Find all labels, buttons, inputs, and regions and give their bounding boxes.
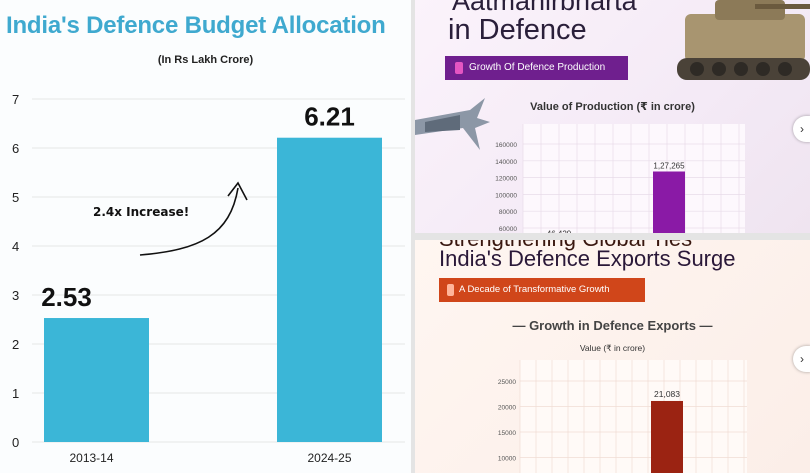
chart-title: India's Defence Budget Allocation (6, 12, 386, 39)
plot-area (520, 360, 747, 473)
tank-illustration (677, 0, 810, 80)
increase-annotation: 2.4x Increase! (93, 205, 190, 219)
annotation-arrow (139, 187, 239, 256)
y-tick-label: 60000 (499, 226, 517, 233)
y-tick-label: 1 (12, 386, 19, 401)
y-tick-label: 5 (12, 190, 19, 205)
exports-bar-chart: 25000 20000 15000 10000 21,083 (498, 360, 747, 473)
data-label: 46,429 (547, 229, 572, 233)
chart-subtitle: (In Rs Lakh Crore) (157, 54, 254, 66)
bar (653, 171, 685, 233)
plot-area (523, 124, 745, 233)
y-tick-label: 20000 (498, 405, 516, 412)
data-label: 1,27,265 (653, 161, 685, 170)
y-tick-label: 3 (12, 288, 19, 303)
budget-allocation-panel: India's Defence Budget Allocation (In Rs… (6, 12, 405, 465)
panel-title: in Defence (448, 14, 587, 46)
y-tick-label: 15000 (498, 430, 516, 437)
data-label: 21,083 (654, 389, 680, 399)
production-chart-title: Value of Production (₹ in crore) (530, 101, 695, 113)
panel-title-top: Strengthening Global Ties (439, 240, 692, 252)
divider-horizontal (415, 233, 810, 240)
next-arrow-button[interactable]: › (793, 116, 810, 142)
y-tick-label: 2 (12, 337, 19, 352)
annotation-arrowhead (227, 181, 248, 201)
bar (277, 137, 382, 442)
y-tick-label: 0 (12, 435, 19, 450)
x-tick-label: 2024-25 (307, 451, 351, 465)
badge-icon (447, 284, 454, 296)
y-tick-label: 100000 (495, 192, 517, 199)
budget-bar-chart: 0 1 2 3 4 5 6 7 2.53 2013-14 6.21 2024-25 (12, 92, 405, 465)
y-tick-label: 160000 (495, 142, 517, 149)
y-tick-label: 4 (12, 239, 19, 254)
defence-exports-panel: Strengthening Global Ties India's Defenc… (415, 240, 810, 473)
panel-title: India's Defence Exports Surge (439, 246, 736, 271)
badge-label: A Decade of Transformative Growth (459, 284, 610, 295)
data-label: 6.21 (304, 102, 355, 132)
x-tick-label: 2013-14 (69, 451, 113, 465)
exports-chart-title: — Growth in Defence Exports — (512, 318, 713, 333)
y-tick-label: 25000 (498, 379, 516, 386)
badge-icon (455, 62, 463, 74)
y-tick-label: 7 (12, 92, 19, 107)
badge-label: Growth Of Defence Production (469, 62, 606, 73)
bar (651, 400, 683, 473)
data-label: 2.53 (41, 282, 92, 312)
panel-title-top: Aatmanirbharta (452, 0, 637, 16)
next-arrow-button[interactable]: › (793, 346, 810, 372)
production-badge: Growth Of Defence Production (445, 56, 628, 80)
fighter-jet-illustration (415, 98, 490, 150)
bar (44, 318, 149, 442)
y-tick-label: 140000 (495, 159, 517, 166)
exports-unit-label: Value (₹ in crore) (579, 343, 646, 353)
defence-production-panel: Aatmanirbharta in Defence Growth Of Defe… (415, 0, 810, 233)
production-bar-chart: 160000 140000 120000 100000 80000 60000 46,429… (495, 124, 745, 233)
y-tick-label: 6 (12, 141, 19, 156)
exports-badge: A Decade of Transformative Growth (439, 278, 645, 302)
divider-vertical (411, 0, 415, 473)
y-tick-label: 120000 (495, 176, 517, 183)
y-tick-label: 10000 (498, 456, 516, 463)
y-tick-label: 80000 (499, 209, 517, 216)
